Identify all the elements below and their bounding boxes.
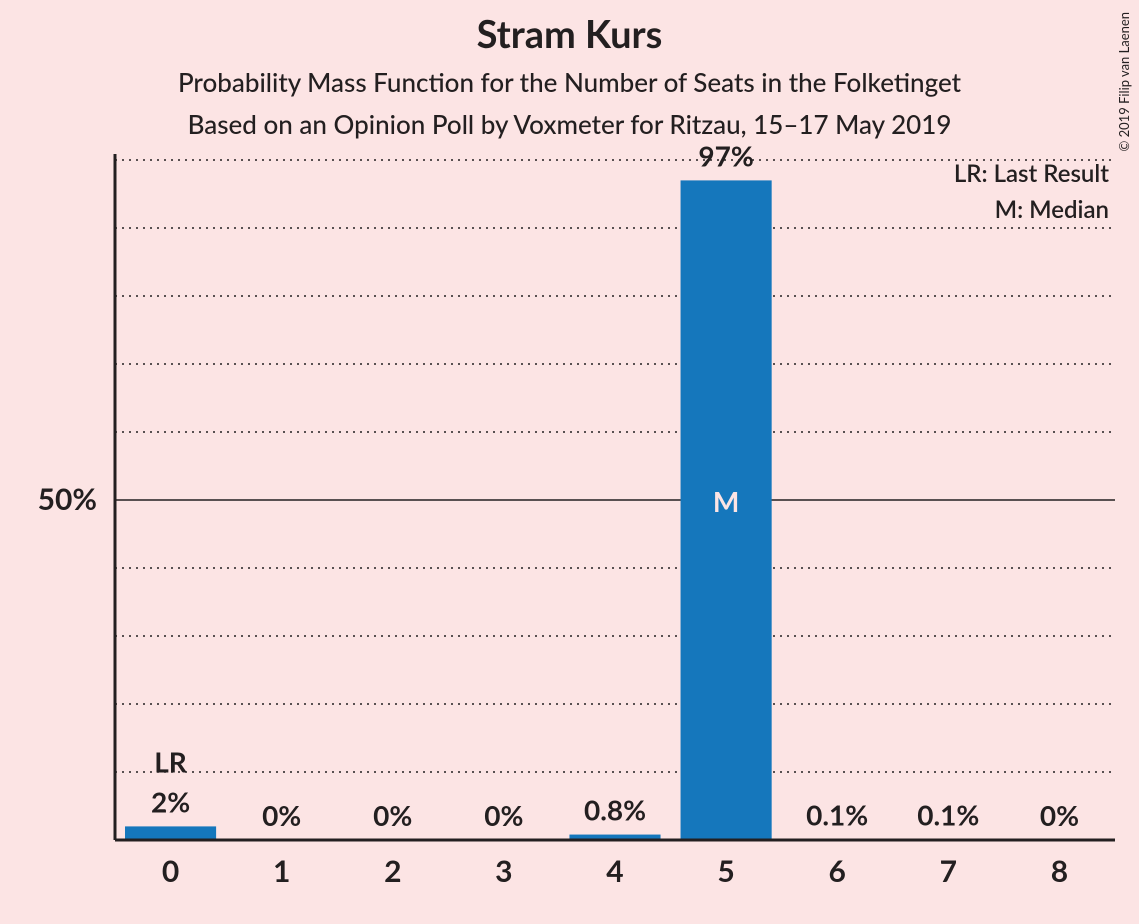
x-axis-label: 2 <box>384 853 401 889</box>
x-axis-label: 1 <box>273 853 290 889</box>
bar-marker-lr: LR <box>154 744 188 778</box>
pmf-chart: Stram Kurs Probability Mass Function for … <box>0 0 1139 924</box>
bar-value-label: 0% <box>1040 798 1079 832</box>
bar-value-label: 0.1% <box>806 797 868 831</box>
bar <box>125 826 216 840</box>
bar-marker-m: M <box>713 484 739 518</box>
bar-value-label: 0% <box>262 798 301 832</box>
x-axis-label: 7 <box>940 853 957 889</box>
x-axis-label: 3 <box>495 853 512 889</box>
x-axis-label: 8 <box>1051 853 1068 889</box>
bar-value-label: 0.8% <box>584 793 646 827</box>
copyright-text: © 2019 Filip van Laenen <box>1116 12 1132 152</box>
x-axis-label: 4 <box>606 853 623 889</box>
chart-subtitle-2: Based on an Opinion Poll by Voxmeter for… <box>188 108 952 140</box>
bar-value-label: 0.1% <box>917 797 979 831</box>
x-axis-label: 0 <box>162 853 179 889</box>
bar-value-label: 97% <box>698 138 753 172</box>
x-axis-label: 6 <box>829 853 846 889</box>
chart-subtitle-1: Probability Mass Function for the Number… <box>178 66 962 98</box>
chart-title: Stram Kurs <box>477 11 663 57</box>
bar-value-label: 0% <box>484 798 523 832</box>
legend-m: M: Median <box>995 195 1109 224</box>
bar-value-label: 0% <box>373 798 412 832</box>
bar-value-label: 2% <box>151 784 190 818</box>
legend-lr: LR: Last Result <box>954 159 1109 188</box>
y-axis-label: 50% <box>38 481 97 517</box>
x-axis-label: 5 <box>717 853 734 889</box>
